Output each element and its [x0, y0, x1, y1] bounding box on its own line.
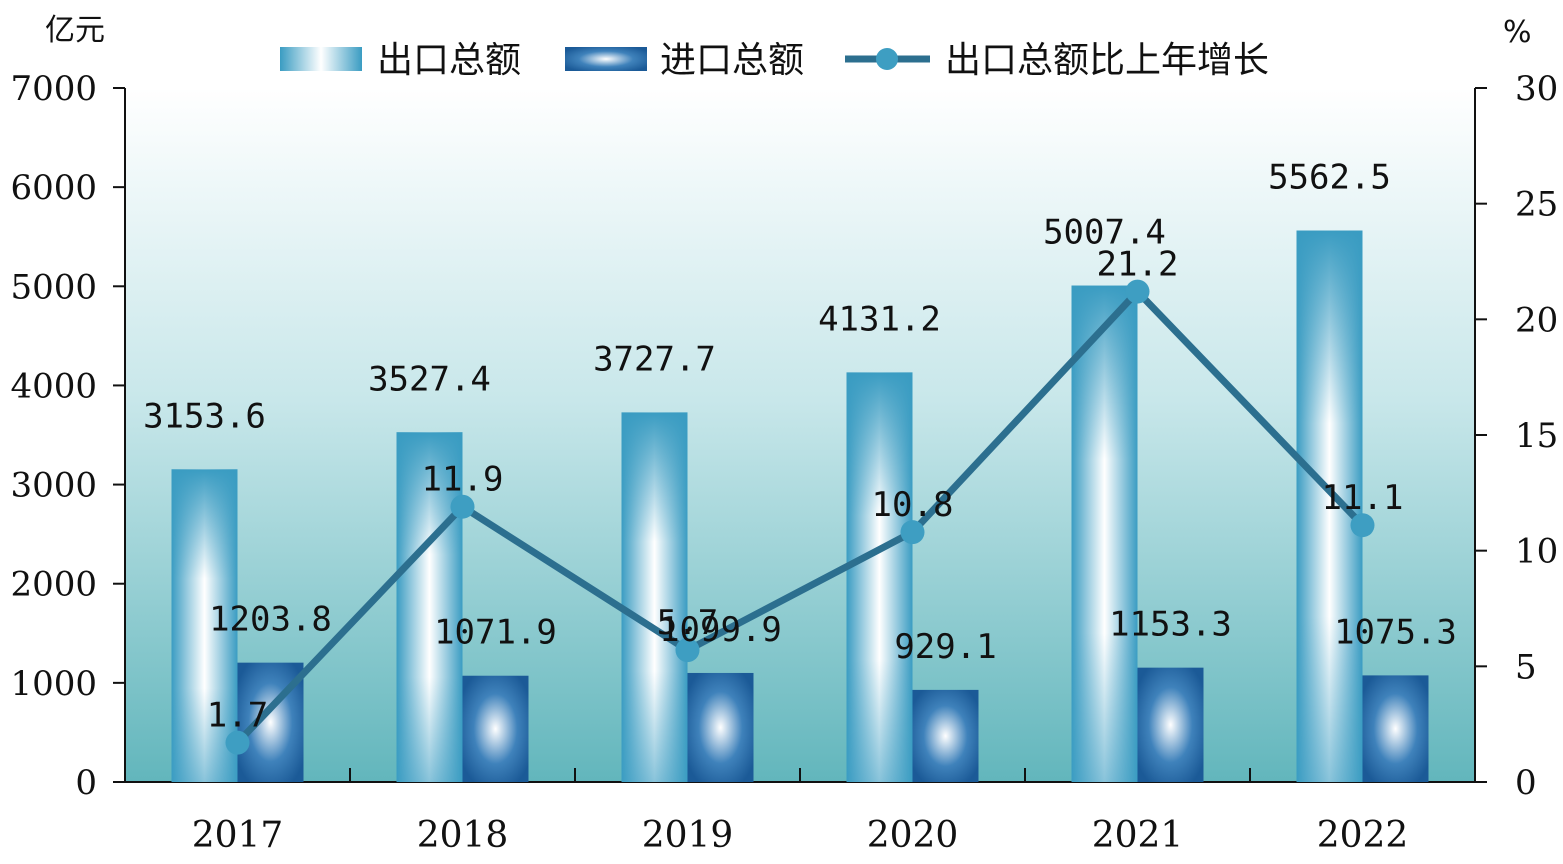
export-value-label: 3727.7	[593, 339, 716, 379]
left-axis-unit: 亿元	[45, 13, 105, 48]
x-tick-label: 2017	[192, 815, 284, 856]
export-bar-shade	[1071, 285, 1138, 782]
left-tick-label: 7000	[10, 69, 97, 109]
x-axis-ticks: 2017 2018 2019 2020 2021 2022	[192, 768, 1409, 856]
growth-point	[675, 638, 700, 663]
growth-value-label: 11.9	[422, 460, 504, 500]
import-bar	[1362, 675, 1429, 782]
x-tick-label: 2019	[642, 815, 734, 856]
data-labels: 3153.6 1203.8 3527.4 1071.9 3727.7 1099.9 4131…	[143, 158, 1457, 736]
import-value-label: 1203.8	[209, 600, 332, 640]
growth-value-label: 21.2	[1097, 245, 1179, 285]
export-bar-shade	[621, 412, 688, 782]
x-tick-label: 2020	[867, 815, 959, 856]
import-bar	[1137, 667, 1204, 782]
right-tick-label: 10	[1515, 532, 1558, 572]
growth-point	[450, 494, 475, 519]
growth-value-label: 1.7	[207, 696, 268, 736]
legend-label-growth: 出口总额比上年增长	[945, 40, 1269, 81]
left-tick-label: 1000	[10, 664, 97, 704]
x-tick-label: 2018	[417, 815, 509, 856]
growth-value-label: 10.8	[872, 485, 954, 525]
x-tick-label: 2021	[1092, 815, 1184, 856]
left-tick-label: 2000	[10, 565, 97, 605]
import-value-label: 929.1	[894, 627, 996, 667]
growth-point	[225, 730, 250, 755]
left-tick-label: 6000	[10, 168, 97, 208]
right-tick-label: 5	[1515, 647, 1537, 687]
export-value-label: 3527.4	[368, 359, 491, 399]
export-bar-shade	[396, 432, 463, 782]
export-bar-shade	[846, 372, 913, 782]
right-tick-label: 0	[1515, 763, 1537, 803]
import-value-label: 1099.9	[659, 610, 782, 650]
growth-point	[900, 520, 925, 545]
legend-label-export: 出口总额	[377, 40, 521, 81]
legend-item-export: 出口总额	[280, 40, 521, 81]
right-tick-label: 15	[1515, 416, 1558, 456]
left-tick-label: 4000	[10, 366, 97, 406]
legend-item-import: 进口总额	[565, 40, 804, 81]
plot-background	[125, 88, 1475, 782]
export-value-label: 5562.5	[1268, 158, 1391, 198]
legend-swatch-import	[565, 47, 647, 71]
growth-point	[1350, 513, 1375, 538]
import-bar	[462, 675, 529, 782]
right-axis-unit: %	[1503, 15, 1532, 50]
import-bar	[912, 689, 979, 782]
left-tick-label: 0	[75, 763, 97, 803]
growth-point	[1125, 279, 1150, 304]
export-bar-shade	[1296, 230, 1363, 783]
growth-line	[234, 288, 1366, 746]
bars	[171, 230, 1429, 783]
legend-marker-growth	[876, 48, 898, 70]
legend-label-import: 进口总额	[660, 40, 804, 81]
import-value-label: 1071.9	[434, 613, 557, 653]
left-tick-label: 5000	[10, 267, 97, 307]
export-value-label: 5007.4	[1043, 213, 1166, 253]
legend-swatch-export	[280, 47, 362, 71]
export-value-label: 4131.2	[818, 299, 941, 339]
right-tick-label: 25	[1515, 185, 1558, 225]
legend: 出口总额 进口总额 出口总额比上年增长	[280, 40, 1269, 81]
right-axis-ticks: 0 5 10 15 20 25 30	[1475, 69, 1558, 803]
right-tick-label: 20	[1515, 300, 1558, 340]
legend-item-growth: 出口总额比上年增长	[845, 40, 1269, 81]
growth-value-label: 11.1	[1322, 478, 1404, 518]
import-value-label: 1075.3	[1334, 612, 1457, 652]
left-tick-label: 3000	[10, 466, 97, 506]
left-axis-ticks: 0 1000 2000 3000 4000 5000 6000 7000	[10, 69, 125, 803]
growth-value-label: 5.7	[657, 603, 718, 643]
import-value-label: 1153.3	[1109, 605, 1232, 645]
x-tick-label: 2022	[1317, 815, 1409, 856]
growth-line-layer	[225, 279, 1375, 755]
import-bar	[687, 672, 754, 782]
export-bar-shade	[171, 469, 238, 782]
right-tick-label: 30	[1515, 69, 1558, 109]
export-value-label: 3153.6	[143, 396, 266, 436]
